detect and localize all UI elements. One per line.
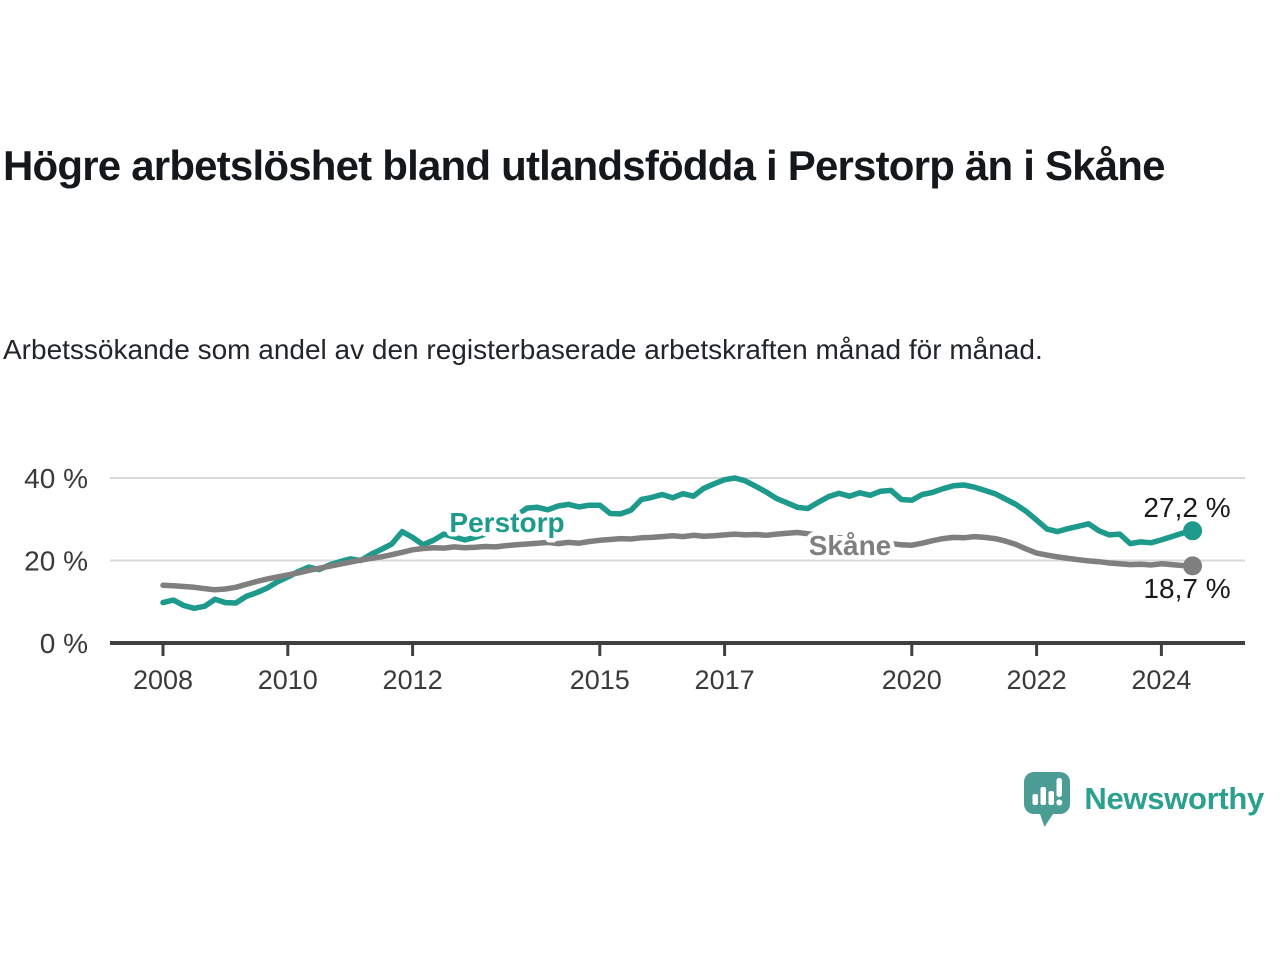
perstorp-line: [160, 475, 1196, 612]
perstorp-end-value-label: 27,2 %: [1143, 492, 1230, 523]
logo-bar-2: [1040, 787, 1047, 805]
brand-name: Newsworthy: [1084, 781, 1264, 816]
x-axis-label-2012: 2012: [383, 665, 443, 695]
speech-bubble-shape: [1024, 772, 1071, 827]
logo-bar-3: [1048, 791, 1055, 805]
newsworthy-logo-icon: [1024, 772, 1071, 827]
y-axis-label-20: 20 %: [24, 546, 88, 577]
skane-end-dot: [1183, 556, 1203, 576]
logo-exclamation-dot: [1056, 799, 1063, 806]
x-axis-label-2010: 2010: [258, 665, 318, 695]
perstorp-end-dot: [1183, 521, 1203, 541]
x-axis-label-2022: 2022: [1007, 665, 1067, 695]
page-title: Högre arbetslöshet bland utlandsfödda i …: [3, 142, 1166, 189]
x-axis-label-2017: 2017: [695, 665, 755, 695]
skane-line: [160, 529, 1196, 593]
chart-subtitle: Arbetssökande som andel av den registerb…: [3, 334, 1043, 365]
logo-bar-1: [1032, 794, 1039, 805]
line-chart: 0 % 20 % 40 % 2008 2010 2012 2015 2017 2020 2022 2…: [24, 463, 1245, 695]
x-axis-label-2015: 2015: [570, 665, 630, 695]
brand-footer: Newsworthy: [1022, 770, 1264, 828]
y-axis-label-0: 0 %: [40, 628, 88, 659]
x-axis-label-2008: 2008: [133, 665, 193, 695]
perstorp-series-label: Perstorp: [449, 507, 564, 538]
logo-exclamation-bar: [1056, 778, 1063, 797]
skane-end-value-label: 18,7 %: [1143, 573, 1230, 604]
x-axis-label-2024: 2024: [1131, 665, 1191, 695]
x-axis-label-2020: 2020: [882, 665, 942, 695]
y-axis-label-40: 40 %: [24, 463, 88, 494]
skane-series-label: Skåne: [809, 530, 892, 561]
